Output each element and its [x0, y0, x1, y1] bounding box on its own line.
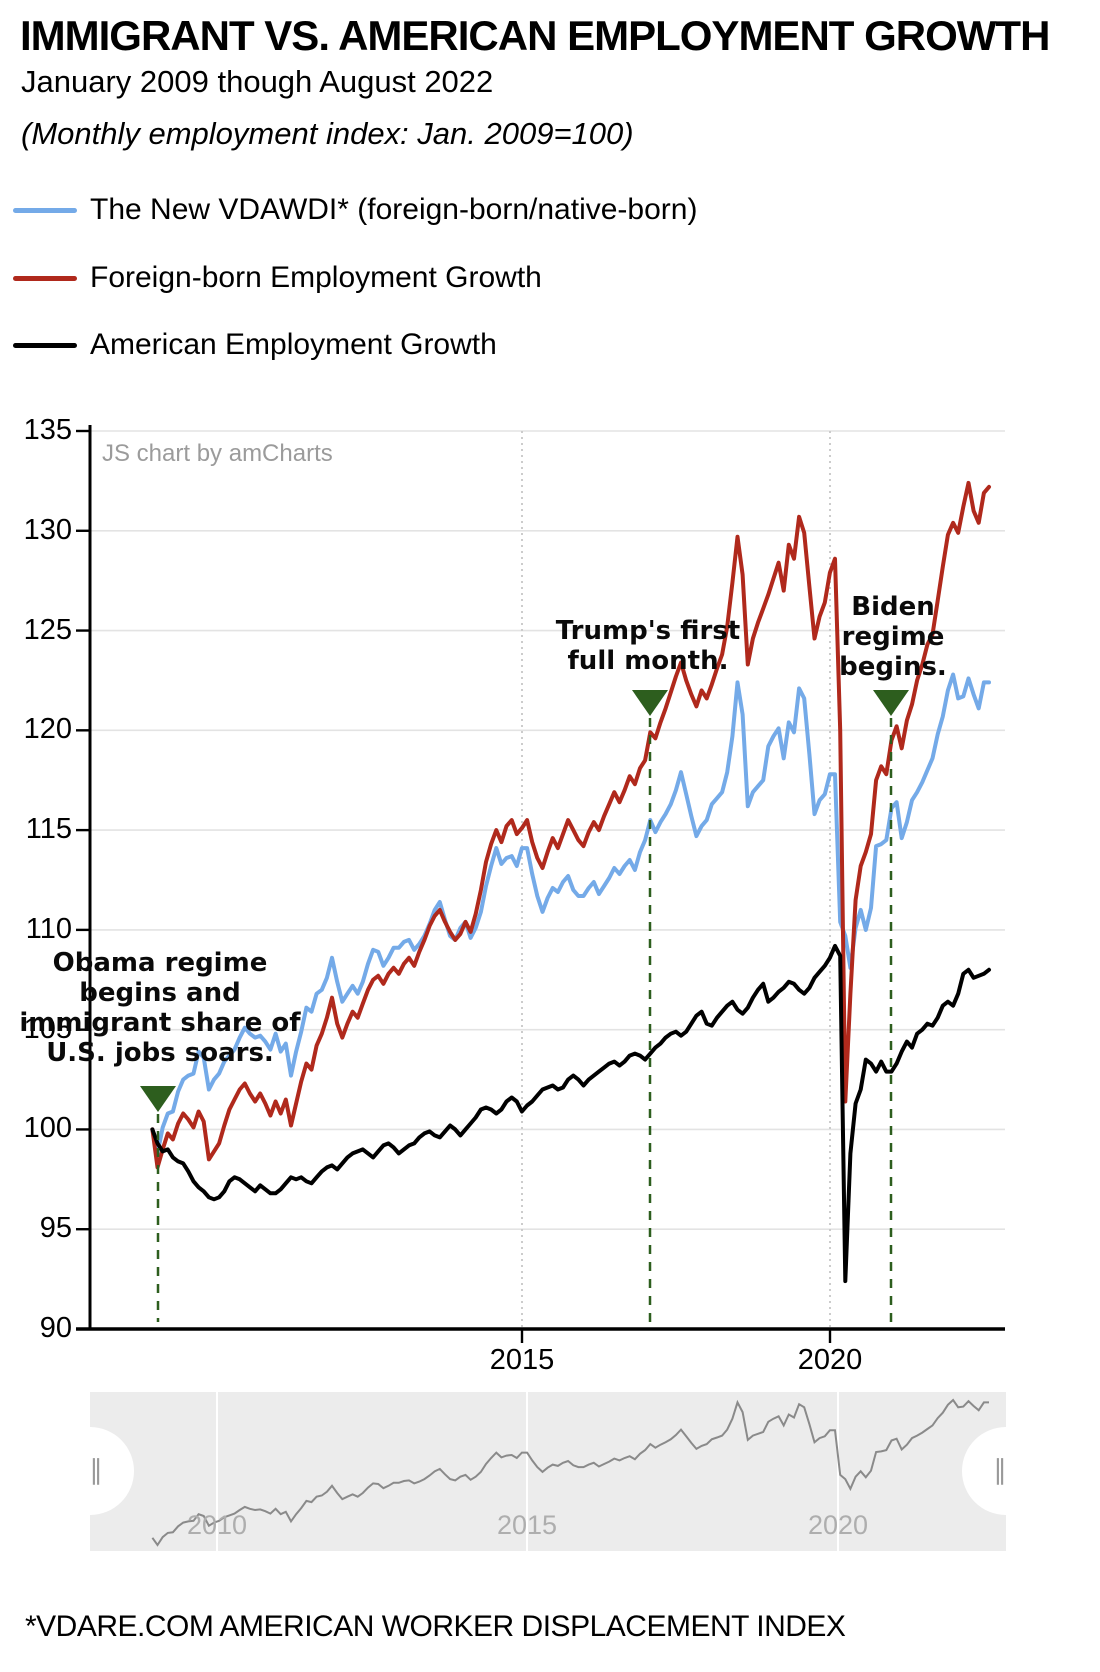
y-axis-label-100: 100 — [23, 1112, 72, 1145]
x-axis-label-2020: 2020 — [797, 1344, 863, 1376]
annotation-line: immigrant share of — [19, 1008, 301, 1038]
legend-label: Foreign-born Employment Growth — [90, 260, 542, 294]
navigator-label-2015: 2015 — [496, 1510, 558, 1540]
triangle-marker-icon-obama — [140, 1086, 176, 1112]
legend-swatch-icon — [13, 275, 77, 281]
annotation-obama: Obama regime begins and immigrant share of… — [10, 948, 310, 1068]
y-axis-label-135: 135 — [23, 414, 72, 446]
navigator-grip-left-icon[interactable]: ∥ — [89, 1455, 103, 1485]
navigator-grip-left[interactable] — [46, 1427, 134, 1515]
y-axis-label-125: 125 — [23, 613, 72, 646]
legend-label: The New VDAWDI* (foreign-born/native-bor… — [90, 193, 698, 226]
chart-subtitle: January 2009 though August 2022 — [21, 64, 494, 99]
index-note: (Monthly employment index: Jan. 2009=100… — [21, 116, 634, 151]
annotation-trump: Trump's first full month. — [508, 616, 788, 676]
annotation-line: Trump's first — [555, 616, 741, 646]
legend-swatch-icon — [13, 208, 77, 213]
navigator-scrollbar[interactable] — [90, 1392, 1006, 1551]
series-line-vdawdi — [150, 672, 991, 1156]
triangle-marker-icon-trump — [632, 690, 668, 716]
annotation-line: Obama regime — [52, 948, 268, 978]
annotation-line: Biden — [851, 592, 935, 622]
navigator-preview-line — [151, 1398, 989, 1547]
y-axis-label-115: 115 — [25, 813, 72, 846]
legend-item-1[interactable]: Foreign-born Employment Growth — [0, 261, 820, 297]
navigator-grip-right[interactable] — [962, 1427, 1050, 1515]
annotation-line: regime — [841, 622, 945, 652]
y-axis-label-95: 95 — [39, 1212, 72, 1245]
navigator-grip-right-icon[interactable]: ∥ — [993, 1455, 1007, 1485]
footer-index-note: *VDARE.COM AMERICAN WORKER DISPLACEMENT … — [25, 1610, 846, 1643]
y-axis-label-105: 105 — [23, 1012, 72, 1045]
x-axis-label-2015: 2015 — [489, 1344, 555, 1376]
triangle-marker-icon-biden — [873, 690, 909, 716]
annotation-line: full month. — [567, 646, 729, 676]
annotation-line: U.S. jobs soars. — [46, 1038, 274, 1068]
legend-item-0[interactable]: The New VDAWDI* (foreign-born/native-bor… — [0, 193, 820, 229]
y-axis-label-110: 110 — [25, 912, 72, 945]
navigator-label-2020: 2020 — [807, 1510, 869, 1540]
series-line-foreign-born — [150, 480, 991, 1170]
y-axis-label-130: 130 — [23, 513, 72, 546]
legend-swatch-icon — [13, 343, 77, 348]
legend-label: American Employment Growth — [90, 328, 497, 361]
page-title: IMMIGRANT VS. AMERICAN EMPLOYMENT GROWTH — [20, 12, 1050, 59]
legend-item-2[interactable]: American Employment Growth — [0, 328, 820, 364]
y-axis-label-120: 120 — [23, 713, 72, 746]
annotation-line: begins and — [79, 978, 241, 1008]
annotation-biden: Biden regime begins. — [793, 592, 993, 682]
series-line-american — [150, 943, 991, 1284]
navigator-label-2010: 2010 — [186, 1510, 248, 1540]
amcharts-watermark: JS chart by amCharts — [102, 440, 333, 467]
y-axis-label-90: 90 — [39, 1312, 72, 1344]
annotation-line: begins. — [839, 652, 947, 682]
